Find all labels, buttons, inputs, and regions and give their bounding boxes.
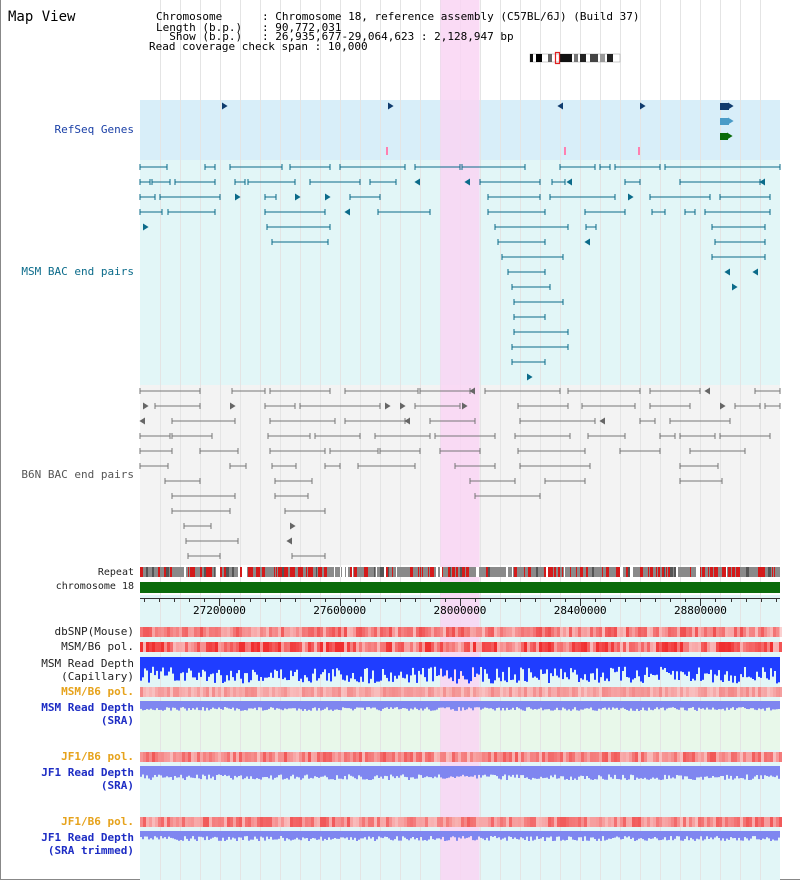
track-label-jf1-read-depth-trimmed: JF1 Read Depth (SRA trimmed): [41, 831, 134, 857]
track-label-msm-b6-pol: MSM/B6 pol.: [61, 640, 134, 653]
dbsnp-track: [140, 627, 782, 637]
position-axis: 27200000 27600000 28000000 28400000 28800000: [140, 598, 780, 617]
track-label-b6n-bac-end-pairs[interactable]: B6N BAC end pairs: [21, 468, 134, 481]
msm-b6-pol-track-2: [140, 687, 782, 697]
track-label-msm-read-depth-capillary: MSM Read Depth (Capillary): [41, 657, 134, 683]
axis-tick-label: 28400000: [554, 604, 607, 617]
selected-region-highlight: [440, 0, 480, 880]
info-length-value: 90,772,031: [275, 21, 342, 34]
axis-tick-label: 27200000: [193, 604, 246, 617]
track-label-msm-read-depth-sra: MSM Read Depth (SRA): [41, 701, 134, 727]
chromosome-ideogram: [529, 51, 621, 65]
jf1-read-depth-trimmed-line1: JF1 Read Depth: [41, 831, 134, 844]
info-show-label: Show (b.p.): [156, 30, 256, 43]
jf1-b6-pol-track: [140, 752, 782, 762]
track-label-jf1-read-depth: JF1 Read Depth (SRA): [41, 766, 134, 792]
jf1-b6-pol-track-2: [140, 817, 782, 827]
jf1-read-depth-trimmed-line2: (SRA trimmed): [47, 844, 134, 857]
msm-b6-pol-track: [140, 642, 782, 652]
jf1-read-depth-line2: (SRA): [100, 779, 134, 792]
msm-bac-end-pairs-features: [139, 164, 781, 381]
info-coverage-span-value: 10,000: [327, 40, 368, 53]
msm-read-depth-capillary-track: [140, 657, 780, 684]
info-chromosome: Chromosome : Chromosome 18, reference as…: [156, 10, 640, 23]
info-show-value: 26,935,677-29,064,623 : 2,128,947 bp: [275, 30, 514, 43]
jf1-read-depth-line1: JF1 Read Depth: [41, 766, 134, 779]
axis-tick-label: 27600000: [313, 604, 366, 617]
axis-tick-label: 28800000: [674, 604, 727, 617]
jf1-read-depth-trimmed-track: [140, 831, 780, 841]
axis-tick-label: 28000000: [433, 604, 486, 617]
jf1-read-depth-track: [140, 766, 780, 780]
info-coverage-span: Read coverage check span : 10,000: [149, 40, 368, 53]
page-title: Map View: [8, 9, 76, 25]
chromosome-bar: [140, 582, 780, 593]
track-label-chromosome: chromosome 18: [55, 581, 134, 592]
track-label-msm-b6-pol-2: MSM/B6 pol.: [61, 685, 134, 698]
b6n-bac-end-pairs-features: [139, 387, 781, 559]
msm-read-depth-capillary-line2: (Capillary): [61, 670, 134, 683]
info-length: Length (b.p.) : 90,772,031: [156, 21, 342, 34]
repeat-track: [140, 567, 780, 577]
track-label-repeat: Repeat: [97, 567, 134, 578]
track-label-jf1-b6-pol-2: JF1/B6 pol.: [61, 815, 134, 828]
info-chromosome-label: Chromosome: [156, 10, 256, 23]
ideogram-position-marker: [554, 51, 561, 65]
track-label-msm-bac-end-pairs[interactable]: MSM BAC end pairs: [21, 265, 134, 278]
grid-lines: [160, 0, 761, 880]
info-show: Show (b.p.) : 26,935,677-29,064,623 : 2,…: [156, 30, 514, 43]
track-label-refseq-genes[interactable]: RefSeq Genes: [54, 123, 134, 136]
track-label-jf1-b6-pol: JF1/B6 pol.: [61, 750, 134, 763]
track-label-dbsnp: dbSNP(Mouse): [54, 625, 134, 638]
refseq-genes-features: [222, 102, 734, 155]
info-coverage-span-label: Read coverage check span: [149, 40, 308, 53]
msm-read-depth-sra-line1: MSM Read Depth: [41, 701, 134, 714]
info-length-label: Length (b.p.): [156, 21, 256, 34]
msm-read-depth-sra-track: [140, 701, 780, 711]
info-chromosome-value: Chromosome 18, reference assembly (C57BL…: [275, 10, 640, 23]
msm-read-depth-sra-line2: (SRA): [100, 714, 134, 727]
msm-read-depth-capillary-line1: MSM Read Depth: [41, 657, 134, 670]
